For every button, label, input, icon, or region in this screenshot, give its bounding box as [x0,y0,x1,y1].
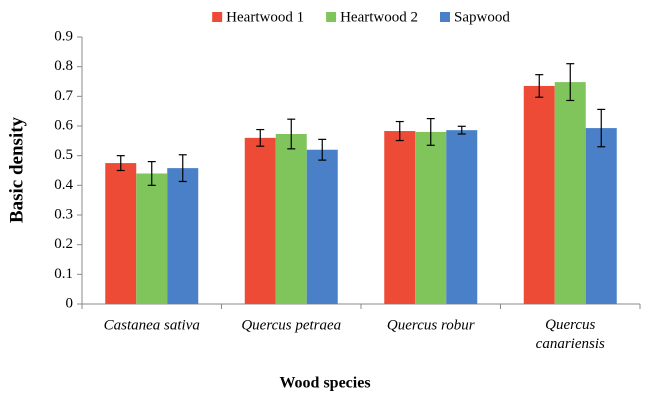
legend-item: Sapwood [439,9,510,25]
legend-swatch [212,12,223,22]
bar [585,128,617,304]
y-tick-label: 0.6 [54,117,73,133]
legend-label: Heartwood 2 [340,9,418,25]
y-tick-label: 0.8 [54,58,73,74]
error-bar [566,63,575,102]
legend-item: Heartwood 1 [212,9,304,25]
y-tick-label: 0.9 [54,28,73,44]
error-bar [535,74,544,98]
error-bar [147,161,156,186]
bar [105,163,137,304]
error-bar [116,155,125,172]
x-axis-label: Wood species [279,375,370,392]
legend-label: Sapwood [454,9,510,25]
x-tick-label: Castanea sativa [104,317,200,333]
error-bar [256,128,265,147]
error-bar [426,117,435,146]
legend-swatch [326,12,337,22]
bar [446,130,478,304]
legend: Heartwood 1 Heartwood 2 Sapwood [212,9,510,25]
x-tick-label: Quercus robur [387,317,475,333]
error-bar [178,154,187,183]
legend-item: Heartwood 2 [326,9,418,25]
legend-swatch [439,12,450,22]
error-bar [457,125,466,135]
y-tick-label: 0.7 [54,88,73,104]
bar [306,149,338,304]
bar [384,131,416,304]
y-tick-label: 0.4 [54,177,73,193]
x-tick-label: Quercus canariensis [536,317,605,352]
bar [554,82,586,305]
y-tick-label: 0.5 [54,147,73,163]
y-tick-label: 0.1 [54,266,73,282]
legend-label: Heartwood 1 [226,9,304,25]
bar [244,137,276,304]
bar [167,168,199,304]
y-tick-label: 0.3 [54,206,73,222]
y-tick-label: 0 [66,295,74,311]
y-tick-label: 0.2 [54,236,73,252]
error-bar [287,118,296,150]
bar [275,134,307,304]
x-tick-label: Quercus petraea [241,317,341,333]
error-bar [318,138,327,161]
bar [415,131,447,304]
error-bar [395,120,404,142]
error-bar [597,108,606,148]
bar [523,85,555,304]
bar [136,173,168,304]
y-axis-label: Basic density [6,116,27,223]
